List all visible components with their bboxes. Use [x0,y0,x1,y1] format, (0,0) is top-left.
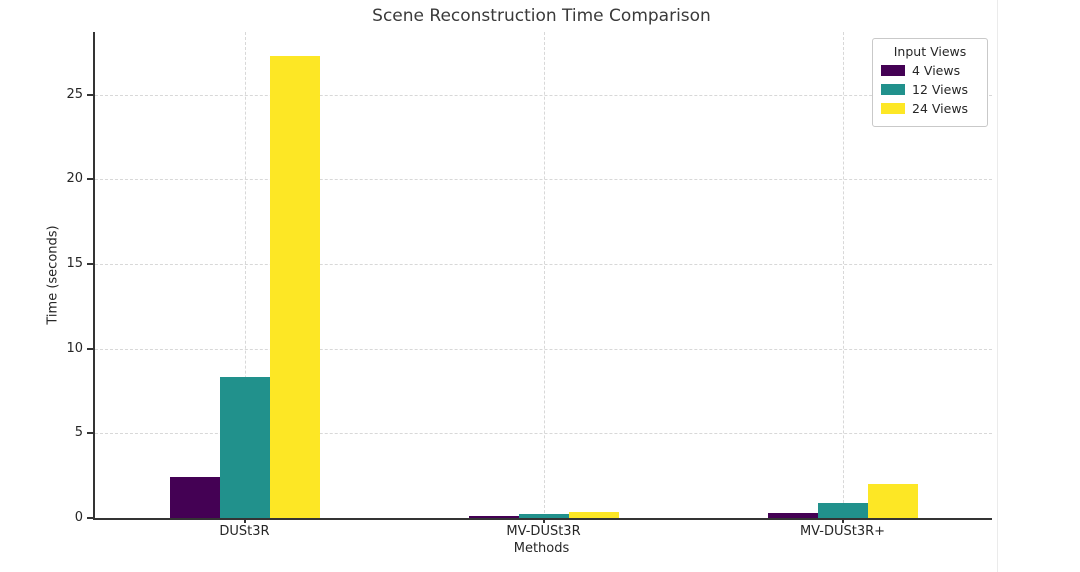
y-tick-label-20: 20 [66,171,83,187]
y-tick-mark-0 [87,517,93,519]
y-tick-label-15: 15 [66,255,83,271]
bar-mv-dust3r-24-views [568,512,619,518]
x-tick-mark-mv-dust3r [841,518,844,523]
x-tick-label-mv-dust3r: MV-DUSt3R [506,524,581,539]
y-tick-mark-20 [87,178,93,181]
bar-mv-dust3r-12-views [817,502,868,518]
y-tick-mark-5 [87,432,93,435]
legend-label-4-views: 4 Views [912,63,961,78]
legend-swatch-24-views [881,103,905,114]
bar-mv-dust3r-4-views [767,512,818,518]
legend-label-12-views: 12 Views [912,82,969,97]
bar-dust3r-24-views [269,55,320,518]
gridline-x-mv-dust3r [842,32,844,518]
y-tick-mark-15 [87,262,93,265]
y-tick-mark-10 [87,347,93,350]
bar-dust3r-12-views [219,377,270,518]
legend-swatch-12-views [881,84,905,95]
bar-mv-dust3r-4-views [468,516,519,518]
bar-mv-dust3r-24-views [867,484,918,518]
legend-entry-4-views: 4 Views [881,63,979,78]
legend-box: Input Views 4 Views 12 Views 24 Views [872,38,988,127]
chart-title: Scene Reconstruction Time Comparison [372,6,711,26]
x-tick-label-dust3r: DUSt3R [219,524,270,539]
legend-title: Input Views [893,44,967,59]
y-tick-mark-25 [87,93,93,96]
bar-mv-dust3r-12-views [518,513,569,518]
y-tick-label-0: 0 [74,510,83,525]
y-tick-label-5: 5 [74,425,83,441]
x-tick-mark-dust3r [243,518,246,523]
x-axis-label: Methods [513,541,570,556]
y-tick-label-25: 25 [66,86,83,102]
legend-entry-24-views: 24 Views [881,101,979,116]
y-axis-label: Time (seconds) [45,225,61,325]
x-tick-mark-mv-dust3r [542,518,545,523]
legend-swatch-4-views [881,65,905,76]
figure-right-edge-line [997,0,998,572]
plot-area: 0 5 10 15 20 25 DUSt3R MV-DUSt3R MV-DUSt3R+ [66,32,992,539]
bar-dust3r-4-views [169,477,220,518]
gridline-x-mv-dust3r [543,32,545,518]
legend-label-24-views: 24 Views [912,101,969,116]
y-tick-label-10: 10 [66,340,83,356]
x-tick-label-mv-dust3r: MV-DUSt3R+ [799,524,886,539]
legend-entry-12-views: 12 Views [881,82,979,97]
gridline-x-dust3r [244,32,246,518]
